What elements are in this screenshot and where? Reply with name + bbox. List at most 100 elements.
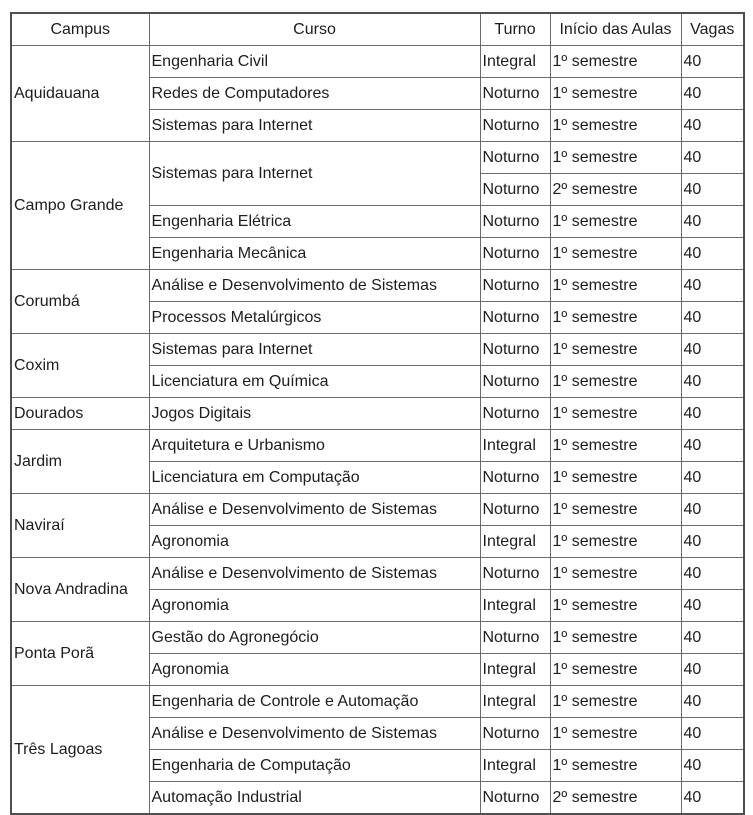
inicio-cell: 1º semestre <box>549 685 682 718</box>
curso-cell: Agronomia <box>148 653 481 686</box>
vagas-cell: 40 <box>680 109 745 142</box>
turno-cell: Noturno <box>479 621 551 654</box>
table-header: Campus Curso Turno Início das Aulas Vagas <box>10 12 745 46</box>
vagas-cell: 40 <box>680 237 745 270</box>
table-row: Aquidauana Engenharia Civil Integral 1º sem… <box>10 45 745 142</box>
curso-cell: Análise e Desenvolvimento de Sistemas <box>148 557 481 590</box>
vagas-cell: 40 <box>680 397 745 430</box>
column-header-inicio: Início das Aulas <box>549 12 682 46</box>
inicio-cell: 1º semestre <box>549 333 682 366</box>
vagas-cell: 40 <box>680 77 745 110</box>
curso-cell: Engenharia de Computação <box>148 749 481 782</box>
inicio-cell: 1º semestre <box>549 621 682 654</box>
vagas-cell: 40 <box>680 269 745 302</box>
table-row: Engenharia de Computação Integral 1º semes… <box>11 749 745 782</box>
table-row: Licenciatura em Computação Noturno 1º seme… <box>11 461 745 494</box>
table-row: Três Lagoas Engenharia de Controle e Auto… <box>10 685 745 815</box>
turno-cell: Integral <box>479 525 551 558</box>
turno-cell: Integral <box>479 653 551 686</box>
table-row: Campo Grande Sistemas para Internet Noturn… <box>10 141 745 270</box>
turno-cell: Noturno <box>479 461 551 494</box>
vagas-cell: 40 <box>680 685 745 718</box>
inicio-cell: 1º semestre <box>549 717 682 750</box>
campus-cell: Nova Andradina <box>10 557 150 622</box>
vagas-cell: 40 <box>680 557 745 590</box>
header-row: Campus Curso Turno Início das Aulas Vagas <box>10 12 745 46</box>
turno-cell: Noturno <box>479 365 551 398</box>
vagas-cell: 40 <box>680 621 745 654</box>
vagas-cell: 40 <box>680 461 745 494</box>
table-row: Licenciatura em Química Noturno 1º semestr… <box>11 365 745 398</box>
inicio-cell: 1º semestre <box>549 45 682 78</box>
table-row: Engenharia Mecânica Noturno 1º semestre 40 <box>11 237 745 270</box>
curso-cell: Jogos Digitais <box>148 397 481 430</box>
table-row: Dourados Jogos Digitais Noturno 1º semestre… <box>10 397 745 430</box>
curso-cell: Licenciatura em Computação <box>148 461 481 494</box>
inicio-cell: 1º semestre <box>549 397 682 430</box>
table-row: Corumbá Análise e Desenvolvimento de Sist… <box>10 269 745 334</box>
curso-cell: Agronomia <box>148 589 481 622</box>
inicio-cell: 1º semestre <box>549 301 682 334</box>
curso-cell: Arquitetura e Urbanismo <box>148 429 481 462</box>
campus-cell: Jardim <box>10 429 150 494</box>
curso-cell: Automação Industrial <box>148 781 481 815</box>
vagas-cell: 40 <box>680 205 745 238</box>
vagas-cell: 40 <box>680 749 745 782</box>
table-row: Noturno 2º semestre 40 <box>11 173 745 206</box>
turno-cell: Noturno <box>479 77 551 110</box>
table-row: Agronomia Integral 1º semestre 40 <box>11 589 745 622</box>
inicio-cell: 1º semestre <box>549 461 682 494</box>
table-row: Engenharia Elétrica Noturno 1º semestre 40 <box>11 205 745 238</box>
table-row: Agronomia Integral 1º semestre 40 <box>11 653 745 686</box>
vagas-cell: 40 <box>680 333 745 366</box>
curso-cell: Análise e Desenvolvimento de Sistemas <box>148 269 481 302</box>
turno-cell: Integral <box>479 429 551 462</box>
table-row: Análise e Desenvolvimento de Sistemas Not… <box>11 717 745 750</box>
column-header-turno: Turno <box>479 12 551 46</box>
turno-cell: Noturno <box>479 109 551 142</box>
vagas-cell: 40 <box>680 493 745 526</box>
campus-cell: Naviraí <box>10 493 150 558</box>
vagas-cell: 40 <box>680 781 745 815</box>
campus-cell: Aquidauana <box>10 45 150 142</box>
turno-cell: Noturno <box>479 781 551 815</box>
turno-cell: Noturno <box>479 173 551 206</box>
campus-cell: Dourados <box>10 397 150 430</box>
curso-cell: Agronomia <box>148 525 481 558</box>
inicio-cell: 1º semestre <box>549 557 682 590</box>
table-row: Naviraí Análise e Desenvolvimento de Sist… <box>10 493 745 558</box>
vagas-cell: 40 <box>680 589 745 622</box>
campus-course-table: Campus Curso Turno Início das Aulas Vagas Aq… <box>10 12 745 815</box>
table-row: Jardim Arquitetura e Urbanismo Integral 1º … <box>10 429 745 494</box>
curso-cell: Sistemas para Internet <box>148 333 481 366</box>
campus-cell: Ponta Porã <box>10 621 150 686</box>
vagas-cell: 40 <box>680 653 745 686</box>
turno-cell: Noturno <box>479 557 551 590</box>
column-header-campus: Campus <box>10 12 150 46</box>
turno-cell: Integral <box>479 749 551 782</box>
vagas-cell: 40 <box>680 301 745 334</box>
inicio-cell: 2º semestre <box>549 781 682 815</box>
curso-cell: Engenharia Mecânica <box>148 237 481 270</box>
inicio-cell: 1º semestre <box>549 589 682 622</box>
table-row: Nova Andradina Análise e Desenvolvimento … <box>10 557 745 622</box>
campus-cell: Corumbá <box>10 269 150 334</box>
table-body: Aquidauana Engenharia Civil Integral 1º sem… <box>10 45 745 815</box>
inicio-cell: 1º semestre <box>549 205 682 238</box>
vagas-cell: 40 <box>680 429 745 462</box>
turno-cell: Integral <box>479 685 551 718</box>
curso-cell: Gestão do Agronegócio <box>148 621 481 654</box>
curso-cell: Licenciatura em Química <box>148 365 481 398</box>
vagas-cell: 40 <box>680 717 745 750</box>
turno-cell: Noturno <box>479 141 551 174</box>
inicio-cell: 1º semestre <box>549 237 682 270</box>
curso-cell: Engenharia de Controle e Automação <box>148 685 481 718</box>
curso-cell: Sistemas para Internet <box>148 109 481 142</box>
turno-cell: Noturno <box>479 237 551 270</box>
vagas-cell: 40 <box>680 365 745 398</box>
inicio-cell: 1º semestre <box>549 653 682 686</box>
table-row: Ponta Porã Gestão do Agronegócio Noturno 1º… <box>10 621 745 686</box>
curso-cell: Análise e Desenvolvimento de Sistemas <box>148 493 481 526</box>
column-header-vagas: Vagas <box>680 12 745 46</box>
